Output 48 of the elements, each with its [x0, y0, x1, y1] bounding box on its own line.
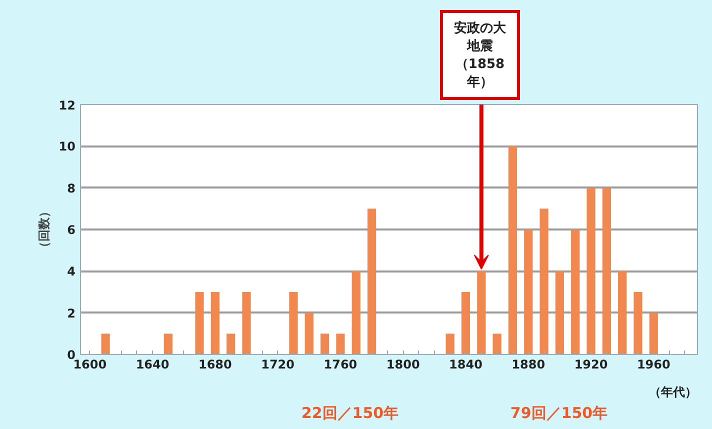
y-tick-label: 2: [67, 306, 76, 320]
bar: [602, 188, 611, 354]
y-axis-title: （回数）: [36, 206, 51, 254]
x-axis-title: （年代）: [649, 384, 697, 401]
y-tick-label: 10: [58, 140, 76, 154]
bar: [289, 292, 298, 354]
bar: [242, 292, 251, 354]
bar: [304, 312, 314, 354]
bar: [226, 334, 236, 354]
bar: [352, 271, 360, 354]
bar: [101, 334, 110, 354]
bar: [555, 271, 564, 354]
bar: [586, 188, 596, 354]
bar: [210, 292, 220, 354]
bar: [446, 334, 454, 354]
y-tick-label: 4: [67, 264, 76, 279]
bar: [618, 271, 627, 354]
y-tick-label: 6: [67, 223, 76, 237]
y-tick-label: 8: [67, 181, 76, 196]
y-tick-label: 12: [58, 98, 76, 112]
bar: [634, 292, 642, 354]
x-tick-label: 1640: [136, 358, 170, 372]
bar: [164, 334, 172, 354]
bar: [195, 292, 204, 354]
x-tick-label: 1880: [512, 358, 546, 372]
bar: [477, 271, 486, 354]
x-tick-label: 1760: [324, 358, 358, 372]
y-tick-label: 0: [67, 348, 76, 362]
x-tick-label: 1600: [73, 358, 107, 372]
bar: [367, 208, 376, 354]
x-tick-label: 1920: [574, 358, 608, 372]
text: 79回／150年: [510, 404, 608, 423]
text: 22回／150年: [301, 404, 399, 423]
bar: [461, 292, 470, 354]
bar: [540, 208, 548, 354]
x-tick-label: 1800: [386, 358, 420, 372]
bar: [492, 334, 502, 354]
bar: [571, 230, 580, 354]
annotation: 安政の大地震（1858年）: [440, 10, 520, 100]
bar: [336, 334, 345, 354]
bar: [508, 146, 518, 354]
x-tick-label: 1680: [198, 358, 232, 372]
bar: [524, 230, 533, 354]
x-tick-label: 1720: [261, 358, 295, 372]
x-tick-label: 1960: [636, 358, 670, 372]
bar: [320, 334, 330, 354]
bar: [649, 312, 658, 354]
x-tick-label: 1840: [449, 358, 482, 372]
